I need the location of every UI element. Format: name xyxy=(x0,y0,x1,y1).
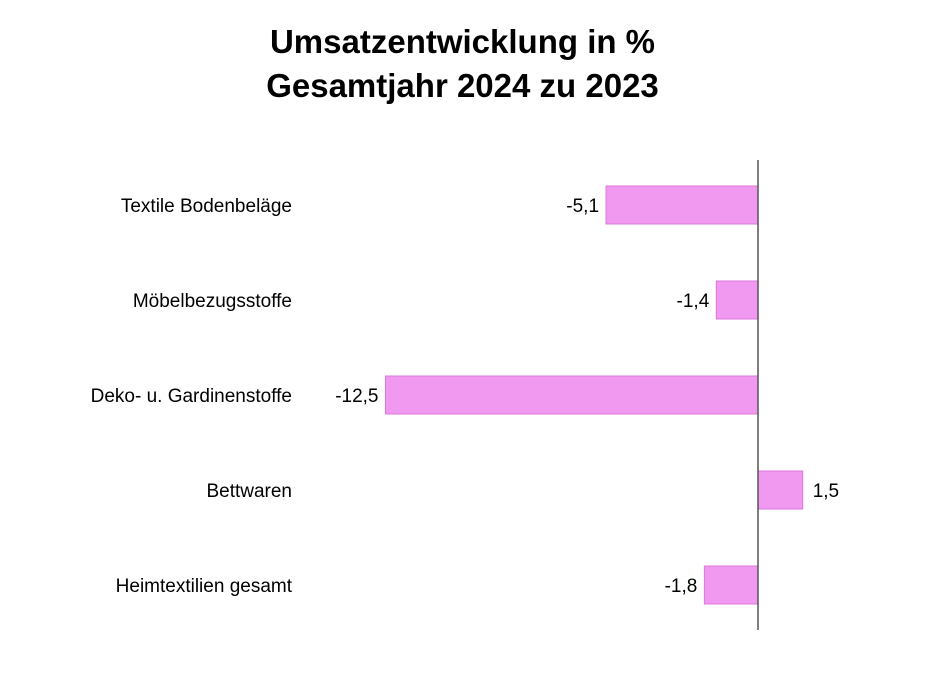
category-label: Möbelbezugsstoffe xyxy=(133,291,292,312)
bar xyxy=(703,565,759,605)
category-label: Bettwaren xyxy=(206,481,292,502)
bar xyxy=(715,280,759,320)
chart-title-block: Umsatzentwicklung in % Gesamtjahr 2024 z… xyxy=(0,20,925,108)
data-label: -5,1 xyxy=(566,196,599,217)
data-label: -1,8 xyxy=(665,576,698,597)
bar xyxy=(385,375,759,415)
data-label: -12,5 xyxy=(335,386,378,407)
data-label: -1,4 xyxy=(677,291,710,312)
chart-title: Umsatzentwicklung in % xyxy=(269,23,656,60)
category-label: Deko- u. Gardinenstoffe xyxy=(91,386,292,407)
data-label: 1,5 xyxy=(813,481,839,502)
bar xyxy=(605,185,759,225)
chart-subtitle: Gesamtjahr 2024 zu 2023 xyxy=(266,67,659,104)
category-label: Textile Bodenbeläge xyxy=(121,196,292,217)
category-label: Heimtextilien gesamt xyxy=(116,576,293,597)
bar xyxy=(757,470,804,510)
